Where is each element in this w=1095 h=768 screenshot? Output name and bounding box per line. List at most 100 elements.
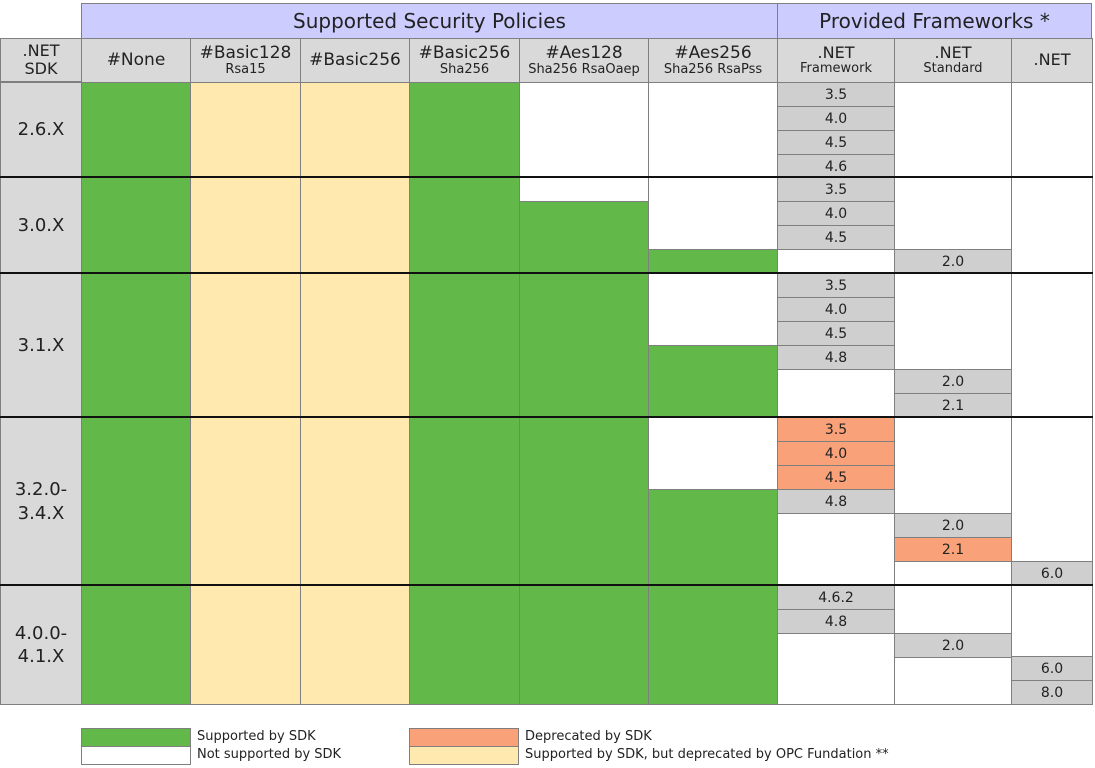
policy-cell-yellow [190,273,301,418]
column-header-title: #Aes256 [674,42,752,63]
policy-cell-green [648,345,778,418]
policy-cell-green [81,82,191,178]
policy-cell-yellow [190,177,301,274]
policy-cell-white [648,417,778,490]
column-header-title: #None [106,49,166,70]
policy-cell-green [519,273,649,418]
sdk-version-cell: 3.0.X [0,177,82,274]
legend-label: Not supported by SDK [197,747,342,762]
framework-version-badge: 3.5 [777,177,895,202]
framework-column-background [1011,417,1093,586]
column-header-7: .NET Framework [777,38,895,83]
column-header-subtitle: Standard [923,61,983,77]
policy-cell-green [409,273,520,418]
framework-version-badge: 2.0 [894,249,1012,274]
sdk-version-cell: 3.2.0- 3.4.X [0,417,82,586]
policy-cell-green [81,417,191,586]
sdk-version-cell: 2.6.X [0,82,82,178]
framework-version-badge: 4.6.2 [777,585,895,610]
column-header-9: .NET [1011,38,1093,83]
framework-version-badge: 2.0 [894,369,1012,394]
policy-cell-white [648,177,778,250]
policy-cell-yellow [300,417,410,586]
legend-label: Deprecated by SDK [525,729,652,744]
policy-cell-green [648,249,778,274]
row-separator [0,584,1093,586]
column-header-1: #None [81,38,191,83]
legend-label: Supported by SDK [197,729,316,744]
policy-cell-yellow [190,585,301,705]
policy-cell-white [648,82,778,178]
column-header-title: #Basic128 [199,42,292,63]
policy-cell-green [648,585,778,705]
framework-column-background [894,82,1012,178]
row-separator [0,416,1093,418]
policy-cell-green [81,273,191,418]
column-header-subtitle: Sha256 RsaOaep [528,61,640,77]
column-header-5: #Aes128 Sha256 RsaOaep [519,38,649,83]
legend-swatch-white [81,746,191,765]
policy-cell-yellow [300,177,410,274]
column-header-title: #Aes128 [545,42,623,63]
framework-version-badge: 6.0 [1011,561,1093,586]
policy-cell-green [409,82,520,178]
framework-version-badge: 4.8 [777,345,895,370]
framework-version-badge: 4.8 [777,609,895,634]
policy-cell-green [81,585,191,705]
column-header-8: .NET Standard [894,38,1012,83]
legend-swatch-yellow [409,746,519,765]
framework-column-background [1011,177,1093,274]
column-header-6: #Aes256 Sha256 RsaPss [648,38,778,83]
framework-version-badge: 4.0 [777,297,895,322]
row-separator [0,272,1093,274]
sdk-column-header: .NET SDK [0,38,82,82]
policy-cell-green [409,585,520,705]
framework-version-badge: 4.0 [777,201,895,226]
policy-cell-green [519,585,649,705]
framework-version-badge: 4.0 [777,441,895,466]
row-separator [0,176,1093,178]
legend-swatch-orange [409,728,519,747]
framework-version-badge: 4.0 [777,106,895,131]
framework-column-background [1011,82,1093,178]
column-header-3: #Basic256 [300,38,410,83]
frameworks-title: Provided Frameworks * [777,3,1092,39]
policy-cell-white [648,273,778,346]
framework-version-badge: 2.1 [894,537,1012,562]
framework-column-background [1011,273,1093,418]
framework-version-badge: 3.5 [777,273,895,298]
sdk-version-cell: 3.1.X [0,273,82,418]
framework-version-badge: 4.8 [777,489,895,514]
policy-cell-green [409,417,520,586]
sdk-version-cell: 4.0.0- 4.1.X [0,585,82,705]
policy-cell-yellow [190,82,301,178]
framework-version-badge: 2.1 [894,393,1012,418]
policy-cell-white [519,177,649,202]
framework-version-badge: 4.5 [777,225,895,250]
framework-version-badge: 4.5 [777,321,895,346]
column-header-title: .NET [934,43,972,63]
framework-version-badge: 4.5 [777,130,895,155]
column-header-title: #Basic256 [418,42,511,63]
legend-swatch-green [81,728,191,747]
policy-cell-green [81,177,191,274]
framework-version-badge: 6.0 [1011,656,1093,681]
policy-cell-yellow [300,273,410,418]
column-header-title: .NET [1033,50,1071,70]
policy-cell-yellow [190,417,301,586]
policy-cell-white [519,82,649,178]
framework-version-badge: 2.0 [894,513,1012,538]
legend-label: Supported by SDK, but deprecated by OPC … [525,747,889,762]
policy-cell-green [519,417,649,586]
column-header-subtitle: Framework [800,61,872,77]
framework-version-badge: 3.5 [777,417,895,442]
sdk-column-header-label: .NET SDK [22,41,60,78]
framework-version-badge: 8.0 [1011,680,1093,705]
policies-title: Supported Security Policies [81,3,778,39]
policy-cell-green [519,201,649,274]
policy-cell-green [648,489,778,586]
column-header-title: #Basic256 [309,49,401,70]
column-header-subtitle: Sha256 [439,61,490,77]
column-header-title: .NET [817,43,855,63]
policy-cell-yellow [300,82,410,178]
